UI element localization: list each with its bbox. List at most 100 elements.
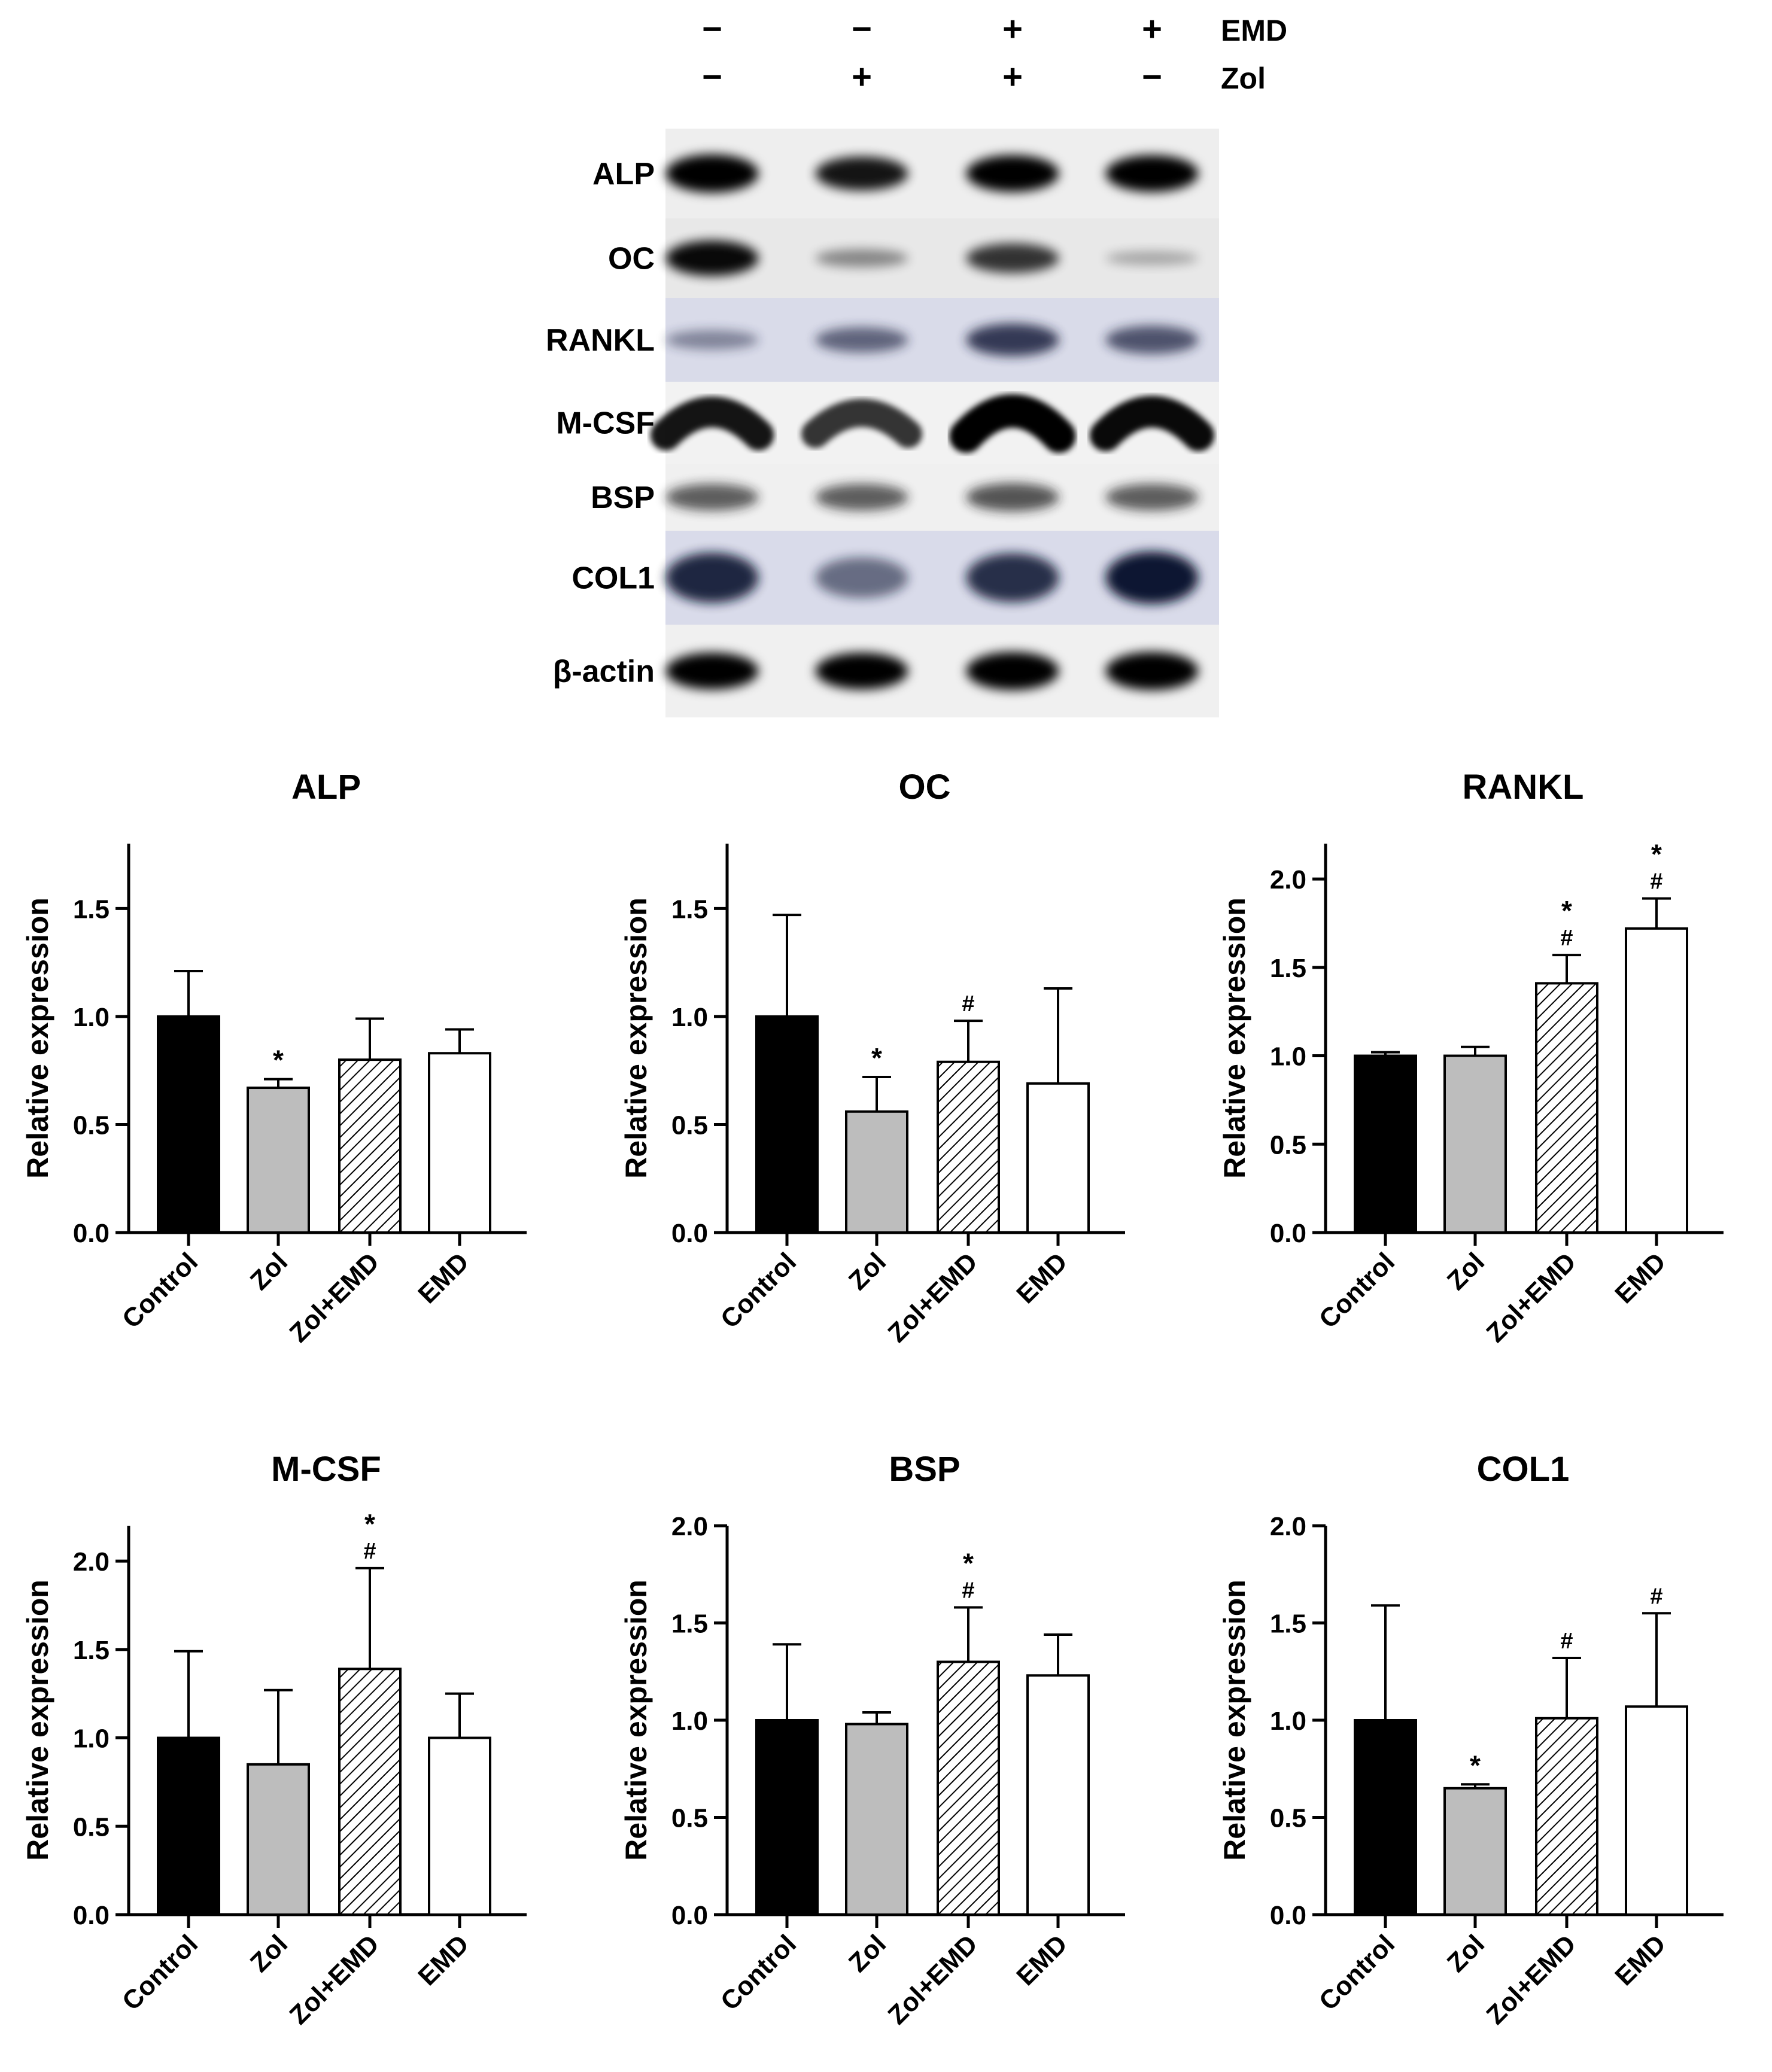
blot-protein-label: COL1 — [572, 561, 655, 596]
bar-chart-alp: ALP Relative expression 0.0 0.5 1.0 1.5 Contro… — [21, 768, 527, 1348]
y-tick-label: 2.0 — [1270, 1512, 1306, 1541]
y-tick-label: 0.5 — [73, 1110, 110, 1140]
chart-title: OC — [899, 768, 951, 807]
x-tick-label: Zol — [843, 1247, 892, 1295]
blot-band-rankl-lane-3 — [966, 323, 1059, 357]
blot-band-bsp-lane-4 — [1105, 483, 1199, 511]
blot-row-bsp: BSP — [591, 464, 1219, 531]
blot-protein-label: RANKL — [546, 323, 655, 358]
blot-sign-emd-lane-3: + — [1002, 10, 1023, 48]
blot-sign-zol-lane-2: + — [852, 57, 872, 96]
y-axis-label: Relative expression — [1218, 897, 1251, 1179]
bar-zol — [247, 1087, 310, 1234]
x-tick-label: Zol+EMD — [882, 1247, 983, 1348]
y-tick-label: 0.0 — [73, 1219, 110, 1248]
bar-zol-emd — [1535, 982, 1598, 1234]
blot-protein-label: ALP — [592, 157, 655, 191]
x-tick-label: EMD — [1609, 1929, 1671, 1991]
y-tick-label: 1.5 — [73, 1636, 110, 1665]
x-tick-label: Control — [715, 1247, 802, 1334]
x-tick-label: Zol+EMD — [882, 1929, 983, 2030]
y-tick-label: 1.0 — [1270, 1042, 1306, 1072]
bar-emd — [1625, 927, 1688, 1234]
bar-emd — [428, 1052, 491, 1234]
blot-band-col1-lane-1 — [665, 552, 759, 603]
blot-band-bsp-lane-2 — [815, 483, 908, 511]
bar-zol-emd — [937, 1660, 1000, 1916]
bar-zol-emd — [338, 1058, 402, 1234]
blot-band-m-csf-lane-2 — [801, 398, 922, 448]
blot-treatment-label-zol: Zol — [1221, 62, 1266, 95]
significance-hash: # — [1650, 1584, 1662, 1609]
blot-band-β-actin-lane-2 — [815, 652, 908, 690]
blot-protein-label: BSP — [591, 480, 655, 515]
x-tick-label: EMD — [412, 1247, 475, 1309]
blot-band-alp-lane-1 — [665, 154, 759, 193]
blot-band-oc-lane-2 — [815, 249, 908, 267]
x-tick-label: Control — [1314, 1929, 1400, 2016]
y-tick-label: 0.0 — [1270, 1219, 1306, 1248]
x-tick-label: Zol — [245, 1247, 293, 1295]
y-tick-label: 1.0 — [671, 1706, 708, 1736]
x-tick-label: Control — [117, 1929, 203, 2016]
blot-protein-label: β-actin — [553, 655, 655, 689]
blot-band-col1-lane-2 — [815, 557, 908, 598]
significance-hash: # — [363, 1539, 376, 1564]
blot-sign-zol-lane-3: + — [1002, 57, 1023, 96]
y-tick-label: 0.5 — [1270, 1130, 1306, 1160]
bar-emd — [1026, 1674, 1090, 1916]
blot-row-alp: ALP — [592, 129, 1219, 218]
bar-zol-emd — [338, 1668, 402, 1916]
blot-band-alp-lane-4 — [1105, 155, 1199, 192]
chart-title: RANKL — [1463, 768, 1584, 807]
blot-protein-label: M-CSF — [556, 406, 655, 441]
bar-zol-emd — [1535, 1717, 1598, 1916]
y-tick-label: 0.0 — [671, 1219, 708, 1248]
x-tick-label: Zol+EMD — [284, 1929, 385, 2030]
blot-band-m-csf-lane-3 — [949, 394, 1076, 453]
blot-row-β-actin: β-actin — [553, 625, 1219, 717]
significance-hash: # — [962, 991, 974, 1017]
blot-row-m-csf: M-CSF — [556, 382, 1219, 464]
y-tick-label: 2.0 — [1270, 865, 1306, 894]
y-tick-label: 0.0 — [73, 1901, 110, 1930]
chart-title: ALP — [291, 768, 361, 807]
blot-band-col1-lane-3 — [966, 553, 1059, 603]
y-axis-label: Relative expression — [21, 1580, 54, 1861]
blot-protein-label: OC — [608, 242, 655, 276]
chart-title: BSP — [889, 1450, 960, 1489]
bar-emd — [428, 1736, 491, 1916]
y-tick-label: 0.0 — [671, 1901, 708, 1930]
blot-band-oc-lane-4 — [1105, 251, 1199, 266]
bar-control — [1354, 1054, 1417, 1234]
x-tick-label: Zol — [1442, 1929, 1490, 1977]
bar-control — [755, 1719, 819, 1916]
blot-band-alp-lane-3 — [966, 155, 1059, 192]
y-tick-label: 1.0 — [73, 1003, 110, 1032]
y-tick-label: 0.0 — [1270, 1901, 1306, 1930]
y-tick-label: 1.5 — [1270, 1609, 1306, 1639]
x-tick-label: EMD — [1609, 1247, 1671, 1309]
bar-chart-bsp: BSP Relative expression 0.0 0.5 1.0 1.5 2.0 Con… — [619, 1450, 1125, 2030]
y-tick-label: 1.0 — [1270, 1706, 1306, 1736]
y-tick-label: 2.0 — [671, 1512, 708, 1541]
blot-band-rankl-lane-2 — [815, 327, 908, 353]
x-tick-label: Zol — [245, 1929, 293, 1977]
bar-zol — [1443, 1054, 1507, 1234]
blot-band-bsp-lane-3 — [966, 483, 1059, 512]
significance-star: * — [1651, 839, 1662, 870]
blot-band-m-csf-lane-1 — [650, 396, 774, 451]
significance-star: * — [871, 1042, 882, 1073]
bar-chart-rankl: RANKL Relative expression 0.0 0.5 1.0 1.5 2.0 C… — [1218, 768, 1724, 1348]
bar-control — [1354, 1719, 1417, 1916]
x-tick-label: Control — [715, 1929, 802, 2016]
y-tick-label: 1.0 — [73, 1724, 110, 1754]
blot-band-β-actin-lane-3 — [966, 652, 1059, 690]
blot-band-m-csf-lane-4 — [1090, 395, 1214, 452]
chart-title: COL1 — [1477, 1450, 1570, 1489]
x-tick-label: Zol — [843, 1929, 892, 1977]
y-axis-label: Relative expression — [1218, 1580, 1251, 1861]
bar-zol — [845, 1723, 908, 1916]
blot-band-alp-lane-2 — [815, 156, 908, 191]
x-tick-label: Control — [1314, 1247, 1400, 1334]
